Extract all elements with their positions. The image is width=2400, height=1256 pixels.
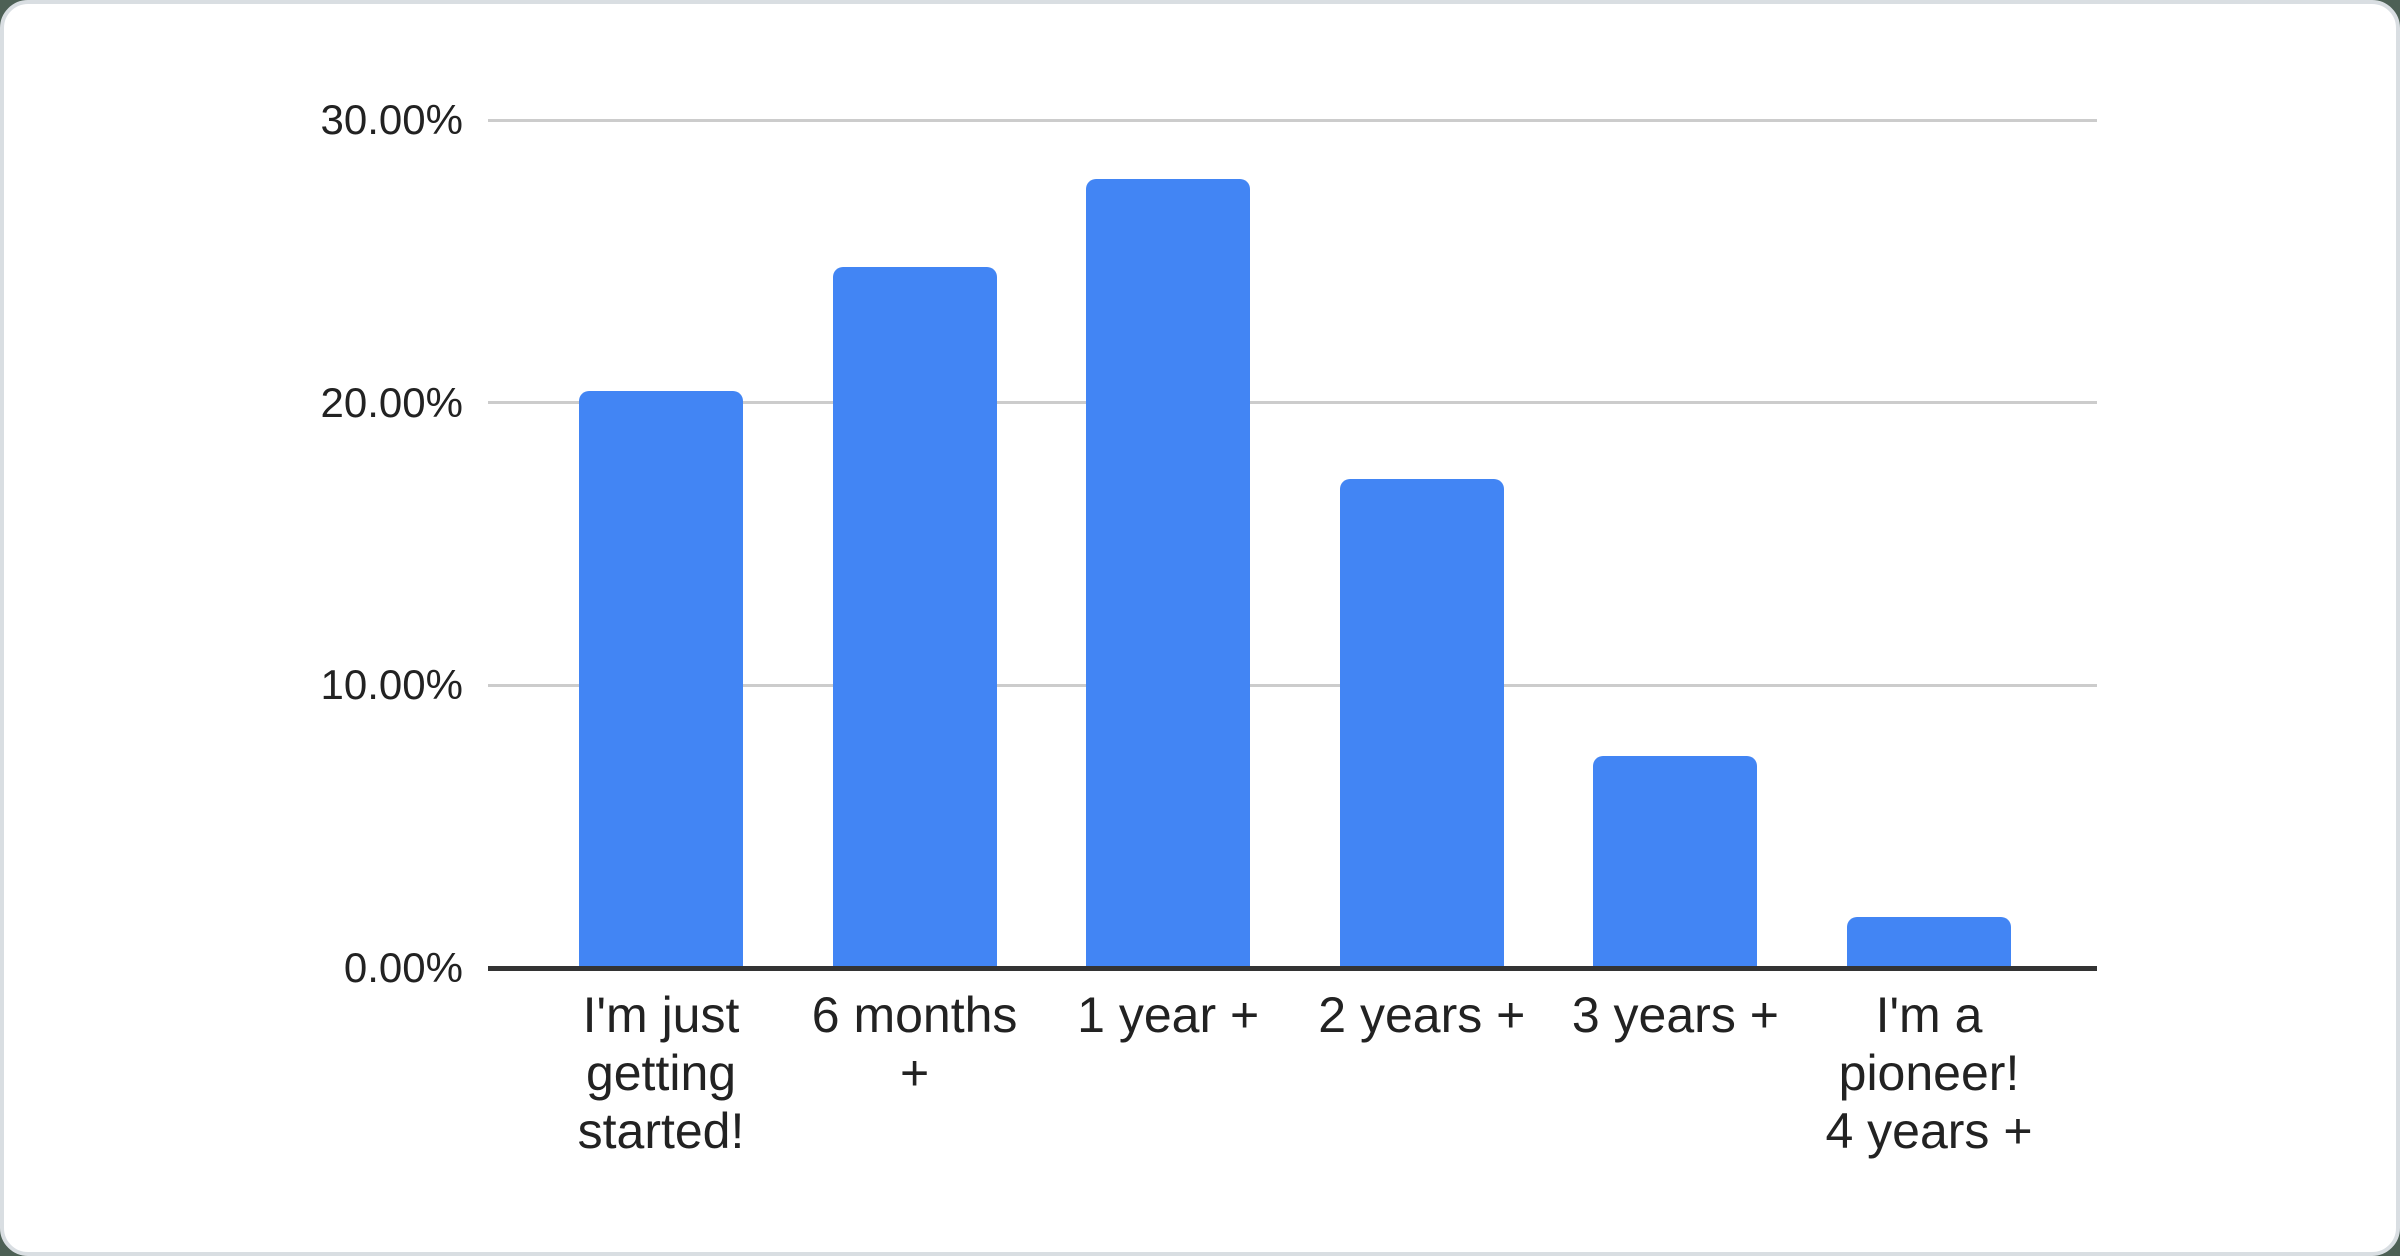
gridline-20 [488,401,2097,405]
y-tick-label: 10.00% [320,661,463,709]
bars-layer [579,120,2011,968]
x-tick-label: I'm just getting started! [577,987,745,1159]
bar-2 [832,267,997,968]
bar-3 [1086,179,1251,968]
bar-1 [579,391,743,968]
y-tick-label: 30.00% [320,96,463,143]
x-tick-label: I'm a pioneer! 4 years + [1825,987,2033,1159]
gridline-10 [488,683,2097,687]
bar-5 [1593,756,1758,968]
bar-6 [1846,917,2011,968]
bar-4 [1339,479,1504,968]
y-tick-label: 0.00% [343,944,463,991]
x-tick-label: 2 years + [1318,987,1526,1043]
gridline-30 [488,118,2097,122]
x-tick-label: 1 year + [1077,987,1260,1043]
y-tick-label: 20.00% [320,378,463,426]
x-axis-baseline [488,966,2097,971]
x-tick-label: 3 years + [1571,987,1779,1043]
x-tick-label: 6 months + [811,987,1018,1101]
